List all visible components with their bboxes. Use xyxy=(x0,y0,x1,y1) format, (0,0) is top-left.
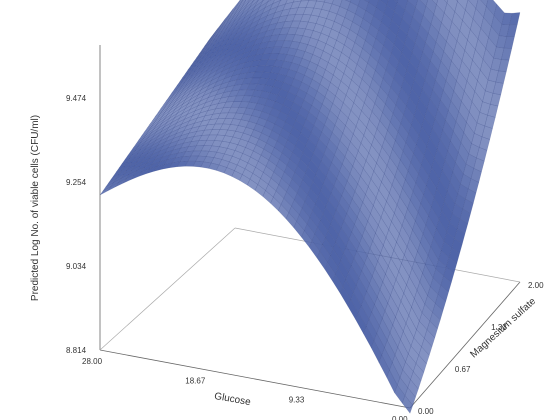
y-tick-label: 1.33 xyxy=(491,323,507,332)
x-tick-label: 28.00 xyxy=(82,357,103,366)
y-tick-label: 0.67 xyxy=(455,365,471,374)
z-tick-label: 9.254 xyxy=(66,178,87,187)
z-tick-label: 8.814 xyxy=(66,346,87,355)
y-tick-label: 2.00 xyxy=(528,281,544,290)
tick-labels: 8.814 9.034 9.254 9.474 28.00 18.67 9.33 0.00 0.… xyxy=(66,94,544,420)
z-tick-label: 9.474 xyxy=(66,94,87,103)
y-axis-label: Magnesium sulfate xyxy=(468,296,538,361)
surface-cell xyxy=(402,395,413,414)
floor-back-left xyxy=(99,227,236,351)
z-tick-label: 9.034 xyxy=(66,262,87,271)
x-tick-label: 0.00 xyxy=(392,415,408,420)
x-tick-label: 9.33 xyxy=(289,396,305,405)
floor-left-edge xyxy=(99,349,411,409)
floor-right-edge xyxy=(409,281,521,409)
response-surface xyxy=(99,0,521,414)
z-axis-label: Predicted Log No. of viable cells (CFU/m… xyxy=(30,115,41,301)
y-tick-label: 0.00 xyxy=(418,407,434,416)
x-tick-label: 18.67 xyxy=(185,376,206,385)
x-axis-label: Glucose xyxy=(213,391,251,408)
